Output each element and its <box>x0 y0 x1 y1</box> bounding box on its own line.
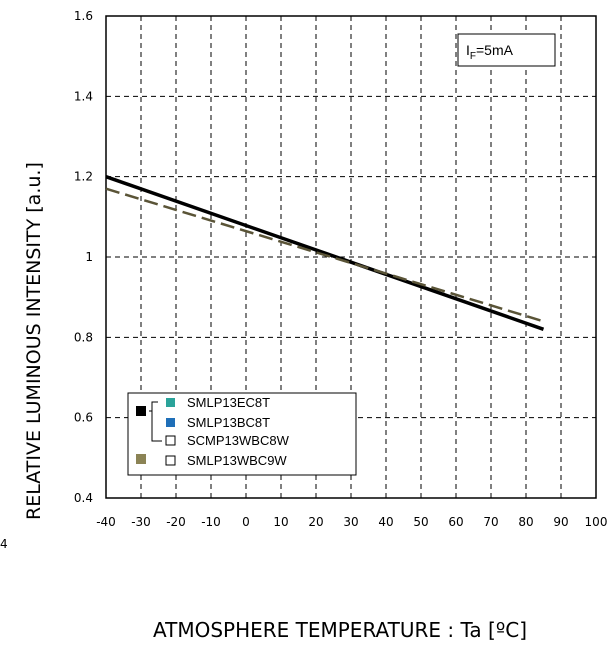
y-tick-label: 1 <box>85 250 93 264</box>
x-tick-label: 30 <box>343 515 358 529</box>
x-axis-label: ATMOSPHERE TEMPERATURE : Ta [ºC] <box>153 618 527 642</box>
y-tick-label: 0.6 <box>74 411 93 425</box>
x-tick-label: 20 <box>308 515 323 529</box>
y-tick-label: 0.4 <box>74 491 93 505</box>
x-tick-label: 10 <box>273 515 288 529</box>
x-tick-label: 90 <box>553 515 568 529</box>
x-tick-label: -10 <box>201 515 221 529</box>
corner-note: 4 <box>0 537 8 551</box>
series-layer <box>105 175 545 331</box>
legend-label-3: SCMP13WBC8W <box>187 433 290 448</box>
x-tick-label: -20 <box>166 515 186 529</box>
x-tick-label: 50 <box>413 515 428 529</box>
x-tick-label: 0 <box>242 515 250 529</box>
x-tick-label: 60 <box>448 515 463 529</box>
legend-bracket <box>149 401 162 442</box>
legend-group-marker-olive <box>136 454 146 464</box>
y-tick-label: 1.2 <box>74 170 93 184</box>
legend-group-marker-black <box>136 406 146 416</box>
y-tick-label: 1.6 <box>74 9 93 23</box>
legend: SMLP13EC8T SMLP13BC8T SCMP13WBC8W SMLP13… <box>127 392 357 476</box>
series-line-2 <box>105 187 544 323</box>
x-tick-label: 100 <box>585 515 608 529</box>
x-tick-label: 80 <box>518 515 533 529</box>
legend-marker-2 <box>166 418 175 427</box>
tick-labels: -40 -30 -20 -10 0 10 20 30 40 50 60 70 80 90 100 0.4 0.6… <box>74 9 608 529</box>
plot-frame <box>105 15 597 499</box>
x-tick-label: 70 <box>483 515 498 529</box>
x-tick-label: -30 <box>131 515 151 529</box>
y-axis-label: RELATIVE LUMINOUS INTENSITY [a.u.] <box>23 162 45 520</box>
x-tick-label: 40 <box>378 515 393 529</box>
annotation-box <box>457 33 556 67</box>
y-tick-label: 1.4 <box>74 89 93 103</box>
legend-marker-3 <box>165 435 176 446</box>
legend-marker-1 <box>166 398 175 407</box>
y-tick-label: 0.8 <box>74 330 93 344</box>
legend-label-4: SMLP13WBC9W <box>187 453 287 468</box>
series-line-1 <box>105 175 545 331</box>
x-tick-label: -40 <box>96 515 116 529</box>
legend-label-2: SMLP13BC8T <box>187 415 270 430</box>
annotation-text: IF=5mA <box>466 42 514 62</box>
legend-label-1: SMLP13EC8T <box>187 395 270 410</box>
legend-marker-4 <box>165 455 176 466</box>
